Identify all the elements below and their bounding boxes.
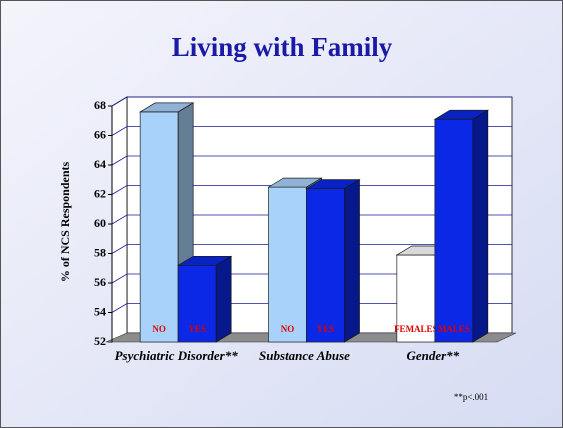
- note: **p<.001: [454, 392, 488, 402]
- chart-title: Living with Family: [172, 32, 393, 62]
- grid-line: [111, 214, 512, 225]
- y-tick-label: 66: [94, 127, 106, 141]
- category-text: Gender**: [406, 348, 460, 363]
- grid-line: [111, 155, 512, 166]
- grid-line: [111, 96, 512, 107]
- grid-line: [111, 126, 512, 136]
- category-label: Substance Abuse: [259, 348, 350, 363]
- bar-side: [215, 255, 232, 343]
- bar-label: MALES: [438, 324, 470, 334]
- grid-line: [111, 244, 512, 254]
- bar-front: [396, 254, 436, 343]
- bar-side: [344, 178, 360, 343]
- bar-front: [177, 264, 217, 343]
- bar-front: [268, 186, 307, 343]
- y-tick-label: 56: [94, 275, 106, 289]
- y-tick-label: 68: [94, 98, 106, 112]
- bar-label: NO: [152, 324, 166, 334]
- y-tick-label: 62: [94, 186, 106, 200]
- y-tick-label: 64: [94, 157, 106, 171]
- grid-line: [111, 273, 512, 284]
- bar-front: [306, 188, 345, 343]
- category-text: Psychiatric Disorder**: [114, 348, 238, 363]
- y-axis-label: % of NCS Respondents: [58, 161, 72, 282]
- bar-label: NO: [281, 324, 295, 334]
- bar-front: [139, 111, 179, 343]
- category-text: Substance Abuse: [259, 348, 350, 363]
- y-tick-label: 58: [94, 245, 106, 259]
- y-tick-label: 54: [94, 304, 106, 318]
- bar-label: YES: [188, 324, 206, 334]
- bar-front: [434, 118, 474, 343]
- y-tick-label: 52: [94, 334, 106, 348]
- grid-line: [111, 185, 512, 195]
- category-label: Psychiatric Disorder**: [114, 348, 238, 363]
- y-tick-label: 60: [94, 216, 106, 230]
- bar-label: FEMALES: [394, 324, 438, 334]
- bar-label: YES: [317, 324, 335, 334]
- bar-side: [472, 109, 489, 343]
- category-label: Gender**: [406, 348, 460, 363]
- grid-line: [111, 303, 512, 313]
